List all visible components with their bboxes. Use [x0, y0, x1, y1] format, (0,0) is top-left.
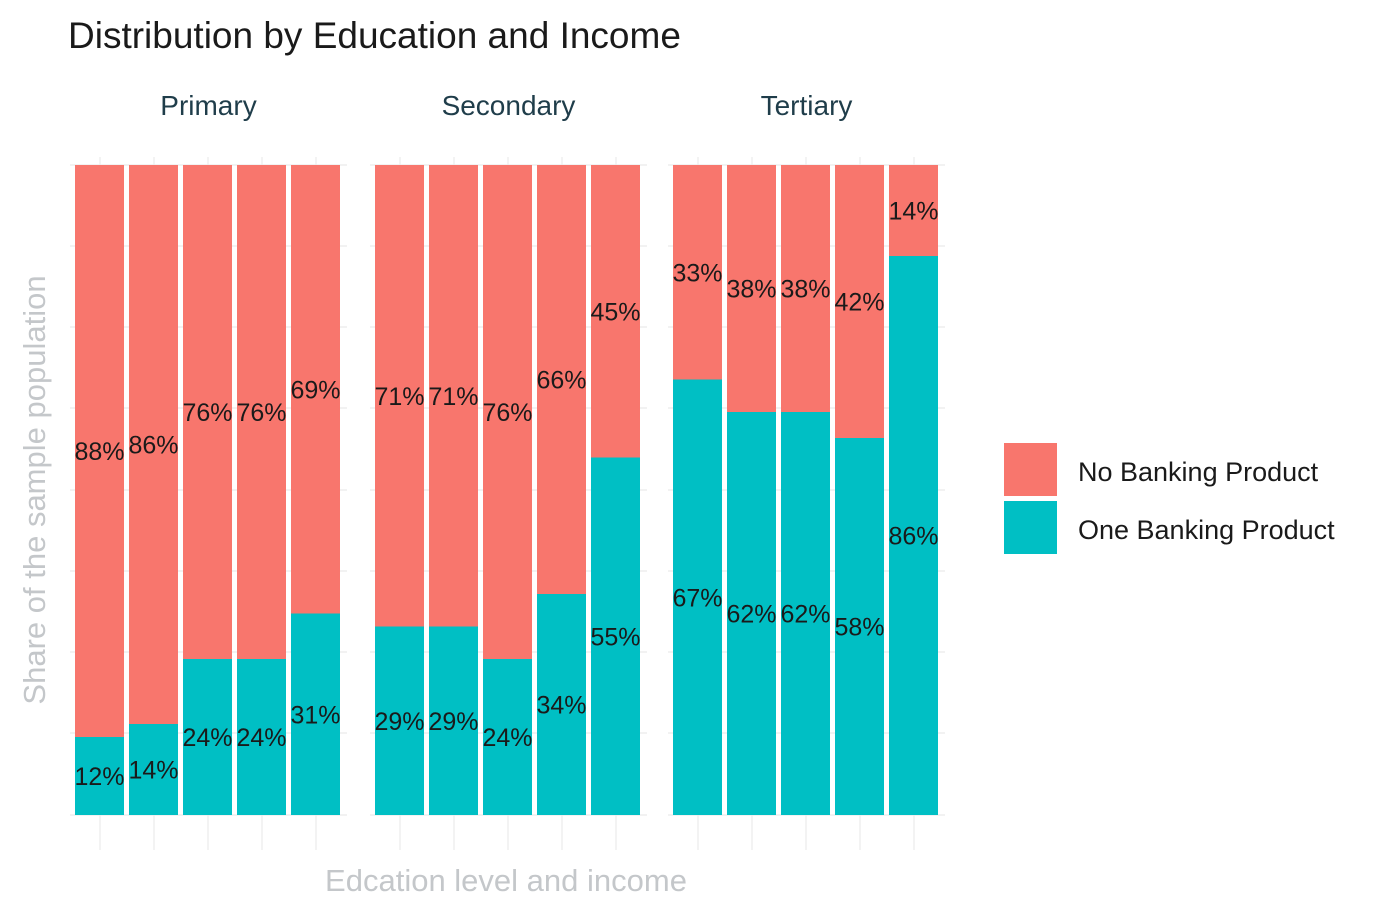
bar-no-banking	[429, 165, 478, 627]
bar-label-one-banking: 34%	[536, 692, 586, 720]
bar-one-banking	[591, 457, 640, 815]
legend-label-no-banking: No Banking Product	[1078, 457, 1319, 487]
bar-label-no-banking: 45%	[590, 298, 640, 326]
chart-title: Distribution by Education and Income	[68, 15, 681, 56]
bar-label-no-banking: 69%	[290, 376, 340, 404]
bar-one-banking	[673, 379, 722, 815]
bar-one-banking	[75, 737, 124, 815]
bar-label-no-banking: 14%	[888, 198, 938, 226]
bar-label-one-banking: 62%	[726, 601, 776, 629]
bar-label-one-banking: 58%	[834, 614, 884, 642]
bar-one-banking	[237, 659, 286, 815]
bar-label-no-banking: 42%	[834, 289, 884, 317]
facet-primary: Primary 88% 12% 86% 14% 76% 24% 76% 24% 69% 31%	[70, 90, 347, 850]
bar-label-no-banking: 71%	[374, 383, 424, 411]
bar-label-no-banking: 88%	[74, 438, 124, 466]
bar-no-banking	[835, 165, 884, 438]
bar-no-banking	[727, 165, 776, 412]
bar-one-banking	[375, 626, 424, 815]
bar-label-one-banking: 24%	[482, 724, 532, 752]
legend-key-no-banking	[1004, 443, 1057, 496]
x-axis-title: Edcation level and income	[325, 863, 687, 898]
bar-label-one-banking: 62%	[780, 601, 830, 629]
bar-no-banking	[183, 165, 232, 659]
facet-strip-label: Primary	[160, 90, 256, 121]
bar-label-no-banking: 38%	[780, 276, 830, 304]
bar-label-no-banking: 76%	[182, 399, 232, 427]
bar-label-no-banking: 66%	[536, 367, 586, 395]
bar-label-one-banking: 29%	[374, 708, 424, 736]
legend-key-one-banking	[1004, 501, 1057, 554]
bar-label-one-banking: 12%	[74, 763, 124, 791]
bar-one-banking	[889, 256, 938, 815]
bar-label-one-banking: 14%	[128, 757, 178, 785]
bar-one-banking	[537, 594, 586, 815]
bar-label-one-banking: 55%	[590, 623, 640, 651]
facet-secondary: Secondary 71% 29% 71% 29% 76% 24% 66% 34% 45% 55%	[370, 90, 647, 850]
bar-label-one-banking: 31%	[290, 701, 340, 729]
bar-label-no-banking: 71%	[428, 383, 478, 411]
facet-strip-label: Tertiary	[761, 90, 853, 121]
legend-label-one-banking: One Banking Product	[1078, 515, 1335, 545]
bar-one-banking	[183, 659, 232, 815]
bar-no-banking	[483, 165, 532, 659]
bar-no-banking	[375, 165, 424, 627]
facets-layer: Primary 88% 12% 86% 14% 76% 24% 76% 24% 69% 31% Sec…	[70, 90, 945, 850]
bar-label-one-banking: 86%	[888, 523, 938, 551]
bar-one-banking	[835, 438, 884, 815]
bar-label-no-banking: 38%	[726, 276, 776, 304]
bar-label-one-banking: 29%	[428, 708, 478, 736]
bar-no-banking	[237, 165, 286, 659]
bar-one-banking	[291, 613, 340, 815]
y-axis-title: Share of the sample population	[17, 275, 52, 704]
bar-no-banking	[673, 165, 722, 380]
bar-label-one-banking: 67%	[672, 584, 722, 612]
bar-no-banking	[291, 165, 340, 614]
bar-no-banking	[889, 165, 938, 256]
facet-tertiary: Tertiary 33% 67% 38% 62% 38% 62% 42% 58% 14% 86%	[668, 90, 945, 850]
bar-label-no-banking: 76%	[236, 399, 286, 427]
bar-label-no-banking: 76%	[482, 399, 532, 427]
bar-one-banking	[129, 724, 178, 815]
bar-no-banking	[537, 165, 586, 594]
legend: No Banking Product One Banking Product	[1004, 443, 1335, 554]
bar-one-banking	[781, 412, 830, 815]
facet-strip-label: Secondary	[442, 90, 576, 121]
bar-label-one-banking: 24%	[182, 724, 232, 752]
bar-label-no-banking: 33%	[672, 259, 722, 287]
bar-one-banking	[429, 626, 478, 815]
bar-no-banking	[591, 165, 640, 458]
bar-no-banking	[781, 165, 830, 412]
bar-no-banking	[75, 165, 124, 737]
bar-one-banking	[483, 659, 532, 815]
bar-no-banking	[129, 165, 178, 724]
bar-label-one-banking: 24%	[236, 724, 286, 752]
bar-label-no-banking: 86%	[128, 432, 178, 460]
bar-one-banking	[727, 412, 776, 815]
